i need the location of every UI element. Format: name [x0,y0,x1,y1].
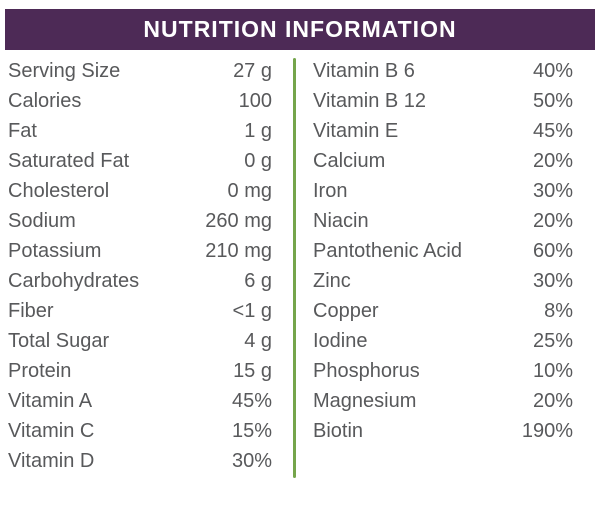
nutrient-value: 100 [238,90,272,112]
nutrient-value: 0 mg [227,180,272,202]
nutrient-row: Fat 1 g [8,116,272,146]
nutrient-value: 20% [532,210,573,232]
nutrient-label: Vitamin B 12 [313,90,427,112]
nutrient-label: Fiber [8,300,54,322]
nutrient-row: Copper 8% [313,296,573,326]
nutrient-label: Calories [8,90,82,112]
nutrient-value: 45% [532,120,573,142]
nutrient-row: Magnesium 20% [313,386,573,416]
nutrient-label: Saturated Fat [8,150,130,172]
nutrient-row: Phosphorus 10% [313,356,573,386]
nutrient-value: 27 g [233,60,272,82]
nutrient-label: Niacin [313,210,369,232]
nutrient-row: Saturated Fat 0 g [8,146,272,176]
nutrient-value: 20% [532,150,573,172]
nutrient-label: Vitamin D [8,450,95,472]
nutrient-label: Carbohydrates [8,270,140,292]
nutrient-label: Biotin [313,420,364,442]
nutrient-value: 20% [532,390,573,412]
nutrient-row: Zinc 30% [313,266,573,296]
nutrient-row: Vitamin A 45% [8,386,272,416]
title-bar: NUTRITION INFORMATION [5,9,595,50]
nutrient-value: 260 mg [205,210,272,232]
nutrient-row: Total Sugar 4 g [8,326,272,356]
nutrient-row: Calories 100 [8,86,272,116]
nutrient-label: Fat [8,120,37,142]
nutrient-label: Iodine [313,330,368,352]
nutrient-label: Serving Size [8,60,121,82]
nutrient-row: Carbohydrates 6 g [8,266,272,296]
nutrient-value: <1 g [232,300,272,322]
nutrient-label: Vitamin C [8,420,95,442]
nutrient-row: Vitamin E 45% [313,116,573,146]
nutrient-value: 50% [532,90,573,112]
nutrient-value: 30% [532,180,573,202]
nutrient-value: 10% [532,360,573,382]
nutrition-column-right: Vitamin B 6 40% Vitamin B 12 50% Vitamin E… [313,56,573,446]
nutrient-label: Vitamin A [8,390,93,412]
nutrient-value: 15% [231,420,272,442]
nutrient-row: Potassium 210 mg [8,236,272,266]
nutrient-label: Calcium [313,150,386,172]
nutrient-label: Magnesium [313,390,417,412]
nutrient-value: 6 g [244,270,272,292]
nutrient-value: 190% [521,420,573,442]
nutrient-label: Vitamin E [313,120,399,142]
nutrient-row: Sodium 260 mg [8,206,272,236]
nutrient-row: Vitamin C 15% [8,416,272,446]
nutrient-row: Vitamin B 6 40% [313,56,573,86]
nutrient-label: Vitamin B 6 [313,60,415,82]
nutrient-label: Protein [8,360,72,382]
nutrient-row: Vitamin B 12 50% [313,86,573,116]
nutrition-columns: Serving Size 27 g Calories 100 Fat 1 g Satu… [0,56,600,478]
nutrient-row: Calcium 20% [313,146,573,176]
nutrient-row: Biotin 190% [313,416,573,446]
nutrient-value: 210 mg [205,240,272,262]
nutrient-label: Pantothenic Acid [313,240,462,262]
nutrient-label: Potassium [8,240,102,262]
nutrient-value: 15 g [233,360,272,382]
nutrient-row: Niacin 20% [313,206,573,236]
nutrient-value: 25% [532,330,573,352]
nutrient-value: 4 g [244,330,272,352]
nutrient-row: Fiber <1 g [8,296,272,326]
nutrient-value: 30% [532,270,573,292]
nutrient-value: 1 g [244,120,272,142]
nutrient-label: Total Sugar [8,330,110,352]
nutrient-row: Iron 30% [313,176,573,206]
nutrient-label: Zinc [313,270,351,292]
column-divider [293,58,296,478]
nutrient-row: Iodine 25% [313,326,573,356]
nutrient-row: Cholesterol 0 mg [8,176,272,206]
nutrient-label: Sodium [8,210,76,232]
nutrition-panel: NUTRITION INFORMATION Serving Size 27 g C… [0,9,600,523]
nutrient-label: Phosphorus [313,360,420,382]
nutrient-label: Iron [313,180,348,202]
nutrient-value: 8% [544,300,573,322]
nutrient-row: Protein 15 g [8,356,272,386]
nutrient-label: Copper [313,300,379,322]
nutrient-value: 30% [231,450,272,472]
nutrient-row: Serving Size 27 g [8,56,272,86]
nutrient-row: Vitamin D 30% [8,446,272,476]
nutrient-label: Cholesterol [8,180,110,202]
nutrient-value: 60% [532,240,573,262]
nutrient-value: 45% [231,390,272,412]
nutrient-value: 0 g [244,150,272,172]
page-title: NUTRITION INFORMATION [143,16,457,42]
nutrient-row: Pantothenic Acid 60% [313,236,573,266]
nutrition-column-left: Serving Size 27 g Calories 100 Fat 1 g Satu… [8,56,272,476]
nutrient-value: 40% [532,60,573,82]
